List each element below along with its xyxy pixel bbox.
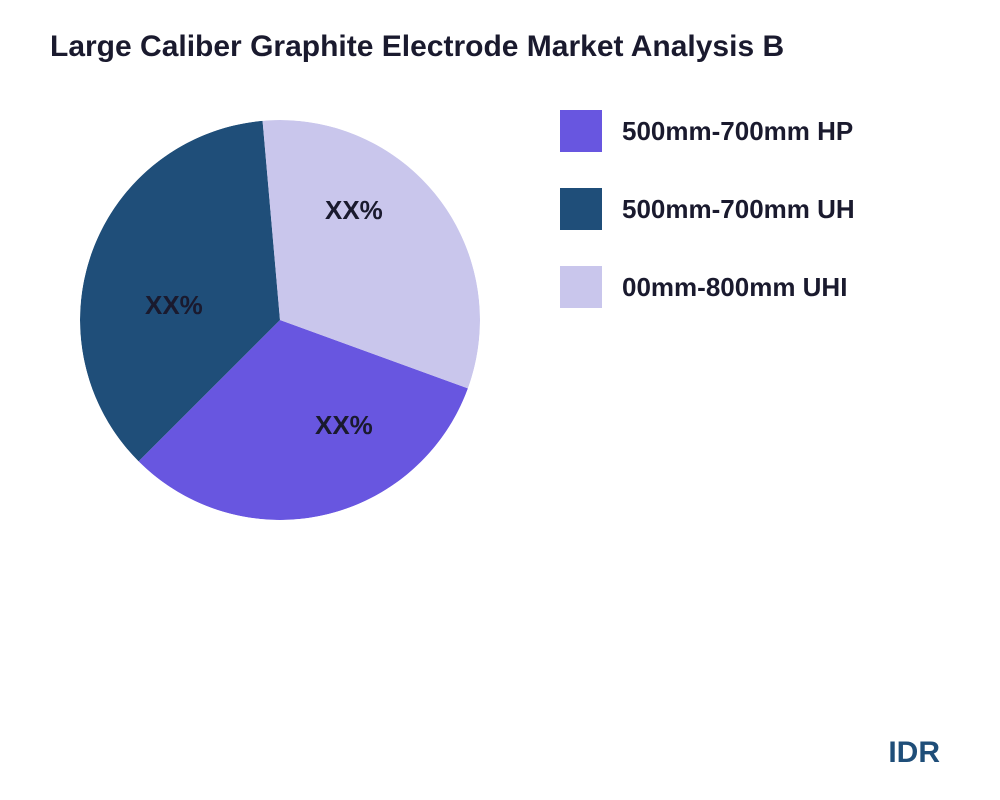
page-title: Large Caliber Graphite Electrode Market … (50, 30, 784, 64)
pie-svg (80, 120, 480, 520)
legend-swatch-2 (560, 266, 602, 308)
legend-item-2: 00mm-800mm UHI (560, 266, 855, 308)
legend: 500mm-700mm HP 500mm-700mm UH 00mm-800mm U… (560, 110, 855, 344)
pie-chart: XX% XX% XX% (80, 120, 480, 520)
slice-value-1: XX% (145, 290, 203, 321)
legend-swatch-0 (560, 110, 602, 152)
legend-swatch-1 (560, 188, 602, 230)
legend-item-0: 500mm-700mm HP (560, 110, 855, 152)
slice-value-0: XX% (315, 410, 373, 441)
footer-brand: IDR (888, 736, 940, 770)
legend-item-1: 500mm-700mm UH (560, 188, 855, 230)
legend-label-1: 500mm-700mm UH (622, 194, 855, 225)
legend-label-0: 500mm-700mm HP (622, 116, 853, 147)
slice-value-2: XX% (325, 195, 383, 226)
legend-label-2: 00mm-800mm UHI (622, 272, 847, 303)
